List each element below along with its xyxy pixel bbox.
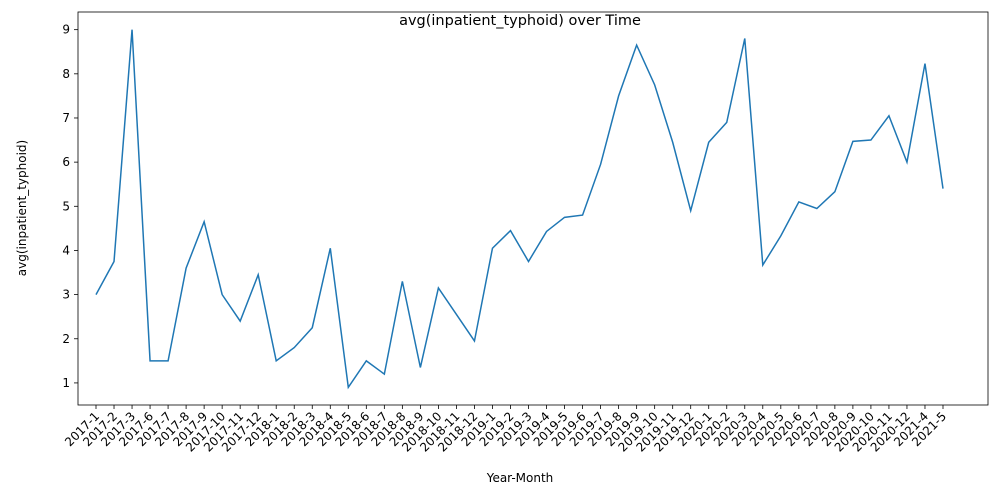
y-tick-label: 6 xyxy=(62,155,70,169)
y-tick-label: 3 xyxy=(62,288,70,302)
x-axis-ticks: 2017-12017-22017-32017-62017-72017-82017… xyxy=(62,405,949,455)
x-axis-title: Year-Month xyxy=(486,471,554,485)
y-tick-label: 9 xyxy=(62,23,70,37)
y-axis-ticks: 1 2 3 4 5 6 7 8 9 xyxy=(62,23,78,390)
y-tick-label: 4 xyxy=(62,243,70,257)
chart-title: avg(inpatient_typhoid) over Time xyxy=(399,13,641,29)
y-tick-label: 1 xyxy=(62,376,70,390)
plot-area-frame xyxy=(77,11,989,406)
y-axis-title: avg(inpatient_typhoid) xyxy=(15,140,29,276)
y-tick-label: 8 xyxy=(62,67,70,81)
series-line xyxy=(95,29,944,390)
y-tick-label: 7 xyxy=(62,111,70,125)
y-tick-label: 5 xyxy=(62,199,70,213)
y-tick-label: 2 xyxy=(62,332,70,346)
